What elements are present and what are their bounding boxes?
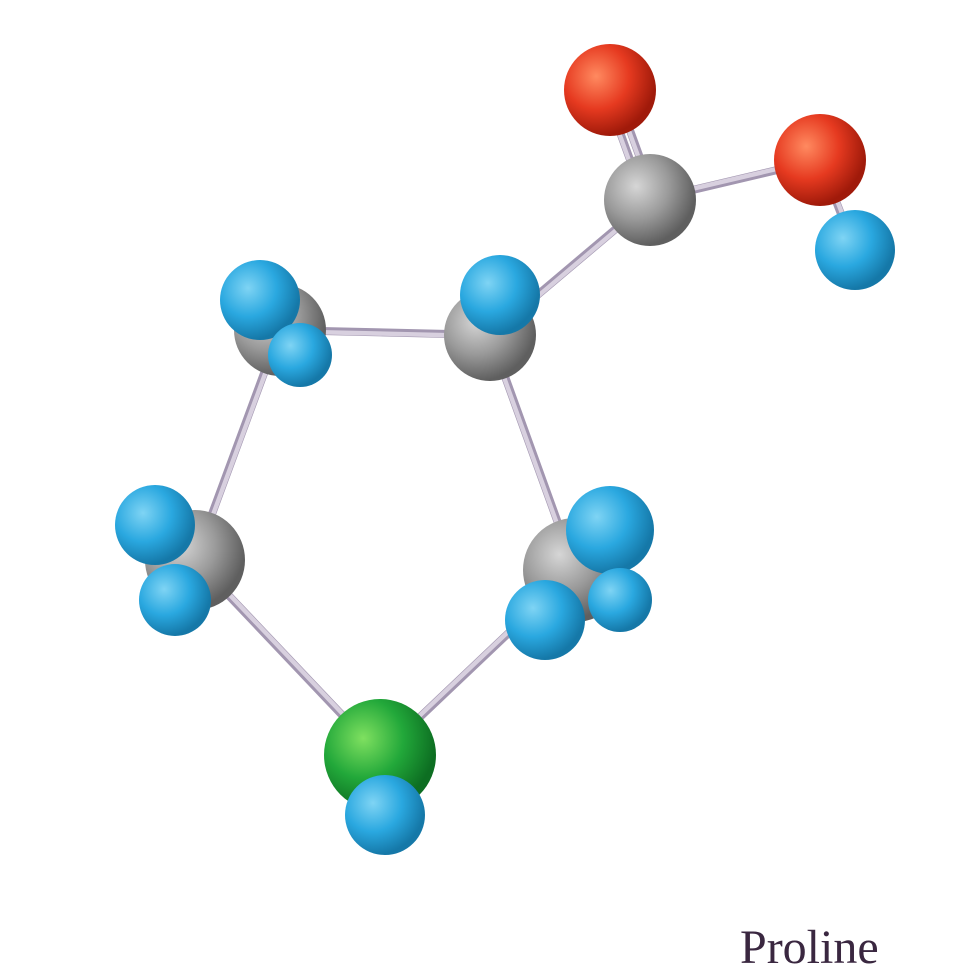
molecule-diagram: Proline	[0, 0, 980, 980]
molecule-title: Proline	[740, 920, 879, 975]
molecule-svg	[0, 0, 980, 980]
